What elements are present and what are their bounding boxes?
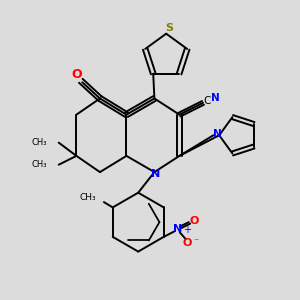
Text: ⁻: ⁻ [194, 237, 199, 247]
Text: CH₃: CH₃ [80, 193, 97, 202]
Text: C: C [204, 96, 211, 106]
Text: O: O [183, 238, 192, 248]
Text: O: O [71, 68, 82, 81]
Text: +: + [183, 225, 191, 235]
Text: N: N [211, 93, 220, 103]
Text: N: N [151, 169, 160, 178]
Text: N: N [213, 129, 222, 139]
Text: CH₃: CH₃ [32, 138, 47, 147]
Text: CH₃: CH₃ [32, 160, 47, 169]
Text: O: O [189, 216, 198, 226]
Text: N: N [173, 224, 182, 235]
Text: S: S [165, 23, 173, 33]
